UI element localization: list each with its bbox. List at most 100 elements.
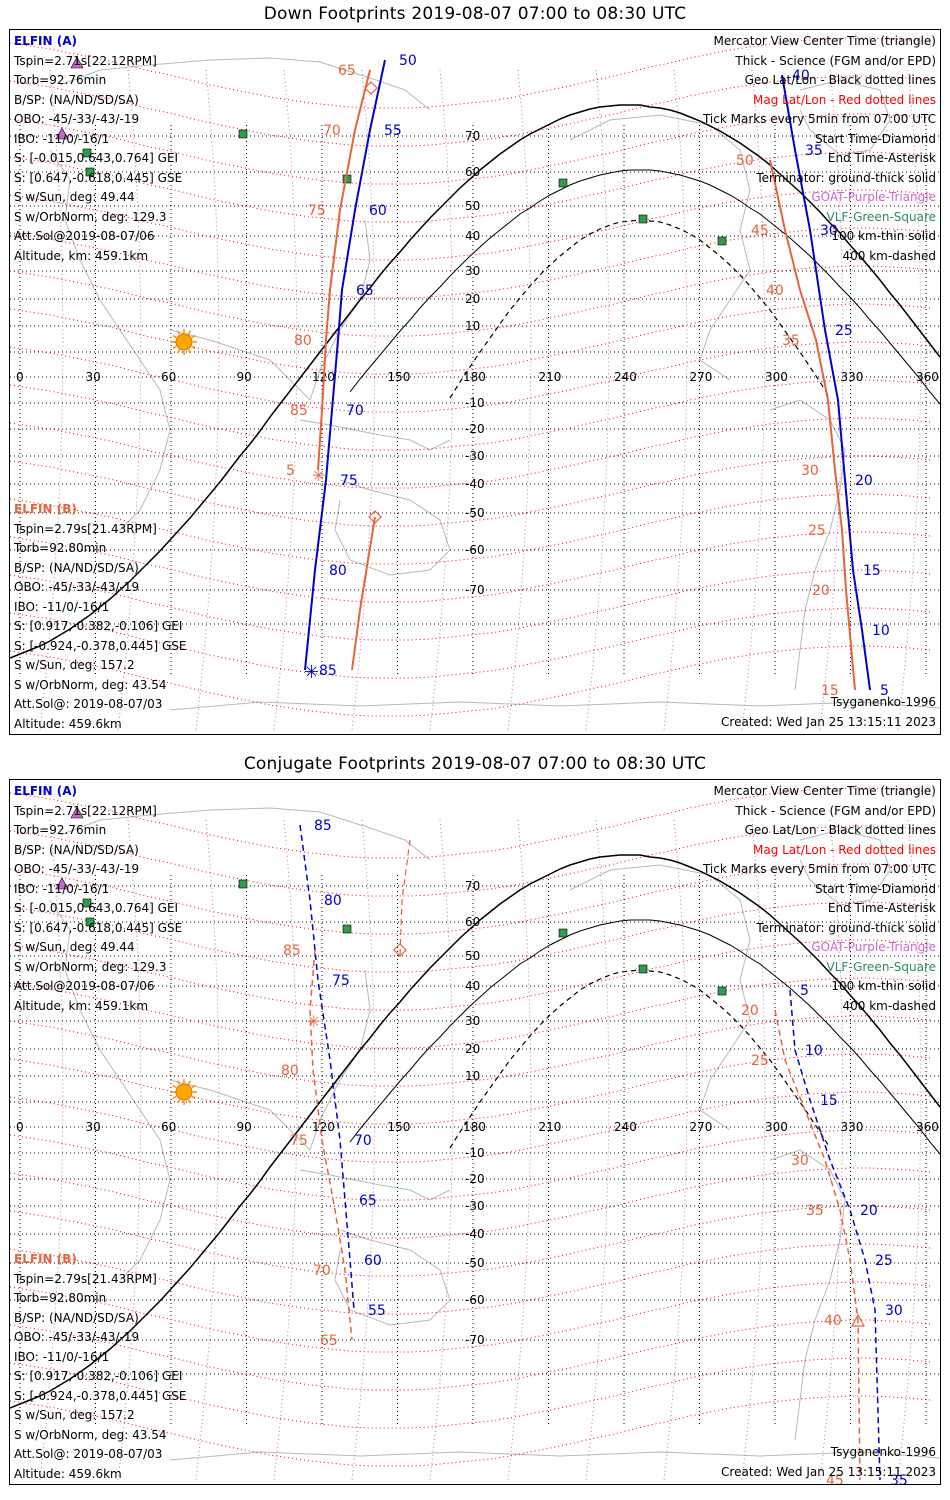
lat-tick-label: -70 (465, 583, 485, 597)
lat-tick-label: -10 (465, 396, 485, 410)
coastline-4 (334, 479, 451, 576)
mag-meridian (195, 819, 220, 1481)
sun-ray (176, 1099, 181, 1104)
mag-parallel (10, 939, 931, 1011)
lat-tick-label: 60 (465, 165, 480, 179)
elfin-b-tick-label: 80 (281, 1063, 299, 1079)
mag-grid (10, 787, 931, 1467)
elfin-b-header: ELFIN (B) (14, 1252, 77, 1266)
legend-line: Terminator: ground-thick solid (756, 920, 936, 935)
lon-tick-label: 330 (841, 1120, 864, 1134)
lat-tick-label: 20 (465, 292, 480, 306)
lon-tick-label: 360 (916, 370, 939, 384)
elfin-b-tick-label: 35 (806, 1203, 824, 1219)
elfin-a-tick-label: 20 (855, 473, 873, 489)
mag-meridian (741, 819, 766, 1481)
coastline-7 (799, 829, 891, 906)
lat-tick-label: 10 (465, 1069, 480, 1083)
vlf-station-icon (85, 917, 95, 927)
elfin-a-line: S w/Sun, deg: 49.44 (14, 190, 135, 204)
end-asterisk-icon: ✳ (307, 1012, 320, 1031)
sun-icon (171, 329, 197, 355)
model-credit: Tsyganenko-1996 Created: Wed Jan 25 13:1… (721, 1443, 936, 1482)
mag-parallel (10, 265, 931, 337)
sun-ray (187, 349, 192, 354)
elfin-b-track-1 (309, 949, 353, 1341)
elfin-a-tick-label: 20 (860, 1203, 878, 1219)
elfin-b-tick-label: 35 (782, 333, 800, 349)
elfin-a-tick-label: 85 (314, 818, 332, 834)
elfin-b-tick-label: 65 (320, 1333, 338, 1349)
legend-line: End Time-Asterisk (827, 901, 936, 915)
lon-tick-label: 180 (463, 1120, 486, 1134)
mag-meridian (507, 69, 532, 731)
coastline-1 (49, 899, 171, 1281)
elfin-b-info: ELFIN (B) Tspin=2.79s[21.43RPM] Torb=92.… (14, 1250, 187, 1484)
legend-line: Thick - Science (FGM and/or EPD) (735, 53, 936, 68)
mag-meridian (351, 819, 376, 1481)
mag-meridian (897, 819, 922, 1481)
elfin-b-line: IBO: -11/0/-16/1 (14, 1349, 110, 1364)
vlf-station-icon (558, 178, 568, 188)
panel-title: Down Footprints 2019-08-07 07:00 to 08:3… (263, 4, 687, 24)
lat-tick-label: 70 (465, 879, 480, 893)
elfin-b-track-south (351, 516, 376, 671)
mag-parallel (10, 1243, 931, 1315)
mag-parallel (10, 1015, 931, 1087)
elfin-b-tick-label: 25 (751, 1053, 769, 1069)
legend-line: Tick Marks every 5min from 07:00 UTC (702, 862, 936, 876)
lon-tick-label: 330 (841, 370, 864, 384)
elfin-b-line: Att.Sol@: 2019-08-07/03 (14, 1447, 163, 1461)
elfin-a-line: OBO: -45/-33/-43/-19 (14, 112, 140, 126)
terminator-100km (349, 919, 940, 1155)
end-asterisk-icon: ✳ (304, 662, 319, 683)
elfin-a-tick-label: 25 (835, 323, 853, 339)
sun-ray (191, 334, 196, 339)
mag-parallel (10, 901, 931, 973)
vlf-station-icon (82, 898, 92, 908)
coastline-8 (169, 1451, 940, 1461)
legend-line: 100 km-thin solid (831, 229, 936, 243)
model-name: Tsyganenko-1996 (830, 695, 936, 709)
elfin-a-line: IBO: -11/0/-16/1 (14, 131, 110, 146)
conjugate-footprints-panel: Conjugate Footprints 2019-08-07 07:00 to… (0, 750, 950, 1500)
elfin-b-track-1 (317, 69, 371, 471)
sun-ray (187, 1099, 192, 1104)
mag-parallel (10, 1205, 931, 1277)
sun-ray (191, 345, 196, 350)
mag-parallel (10, 531, 931, 603)
elfin-a-tick-label: 75 (340, 473, 358, 489)
elfin-a-line: Altitude, km: 459.1km (14, 248, 149, 263)
goat-station-icon (70, 806, 84, 819)
legend-line: Mag Lat/Lon - Red dotted lines (752, 92, 936, 107)
mag-meridian (507, 819, 532, 1481)
lon-tick-label: 60 (161, 1120, 176, 1134)
legend-line: 400 km-dashed (842, 248, 936, 263)
elfin-b-track-2 (774, 1009, 861, 1481)
lat-tick-label: 30 (465, 264, 480, 278)
lon-tick-label: 150 (388, 370, 411, 384)
elfin-a-tick-label: 85 (319, 663, 337, 679)
coastline-2 (169, 219, 371, 401)
elfin-b-line: B/SP: (NA/ND/SD/SA) (14, 1310, 139, 1325)
legend-line: Mercator View Center Time (triangle) (713, 784, 936, 798)
mag-meridian (585, 819, 610, 1481)
elfin-b-line: Att.Sol@: 2019-08-07/03 (14, 697, 163, 711)
mag-parallel (10, 303, 931, 375)
lat-tick-label: 20 (465, 1042, 480, 1056)
lon-tick-label: 180 (463, 370, 486, 384)
elfin-b-tick-label: 40 (766, 283, 784, 299)
lat-tick-label: 10 (465, 319, 480, 333)
mag-parallel (10, 493, 931, 565)
mag-meridians (39, 819, 922, 1481)
lon-tick-label: 270 (690, 370, 713, 384)
elfin-a-tick-label: 15 (820, 1093, 838, 1109)
mag-meridian (117, 819, 142, 1481)
elfin-a-tick-label: 35 (805, 143, 823, 159)
coastline-3 (299, 1169, 451, 1201)
sun-ray (172, 345, 177, 350)
lat-tick-label: -20 (465, 1172, 485, 1186)
mag-meridian (39, 819, 64, 1481)
elfin-b-tick-label: 80 (294, 333, 312, 349)
lat-tick-label: -40 (465, 477, 485, 491)
